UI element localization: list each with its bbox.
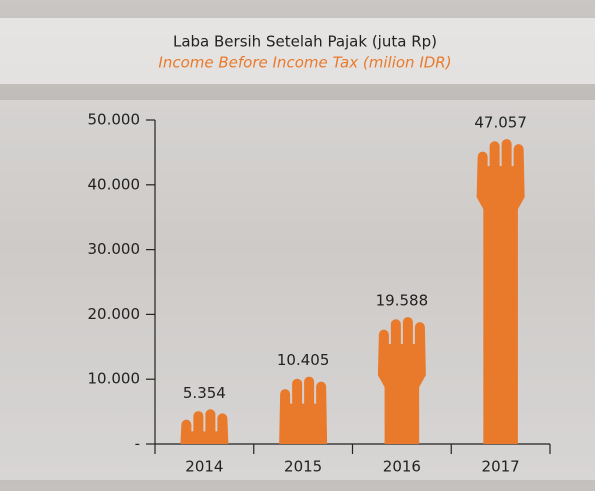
x-tick-label: 2014 xyxy=(185,458,223,476)
y-tick-label: 30.000 xyxy=(88,240,141,258)
y-tick-label: 20.000 xyxy=(88,305,141,323)
x-tick-label: 2015 xyxy=(284,458,322,476)
y-tick-label: 10.000 xyxy=(88,370,141,388)
y-tick-label: 40.000 xyxy=(88,175,141,193)
chart-title: Laba Bersih Setelah Pajak (juta Rp) xyxy=(173,33,437,51)
value-label: 19.588 xyxy=(376,292,429,310)
y-tick-label: 50.000 xyxy=(88,111,141,129)
value-label: 5.354 xyxy=(183,384,226,402)
x-tick-label: 2016 xyxy=(383,458,421,476)
page: Laba Bersih Setelah Pajak (juta Rp) Inco… xyxy=(0,0,595,491)
x-tick-label: 2017 xyxy=(482,458,520,476)
value-label: 47.057 xyxy=(474,114,527,132)
chart: Laba Bersih Setelah Pajak (juta Rp) Inco… xyxy=(0,0,595,491)
value-label: 10.405 xyxy=(277,351,330,369)
title-banner xyxy=(0,18,595,84)
bar xyxy=(477,139,525,444)
y-tick-label: - xyxy=(135,435,140,453)
chart-subtitle: Income Before Income Tax (milion IDR) xyxy=(158,54,451,72)
